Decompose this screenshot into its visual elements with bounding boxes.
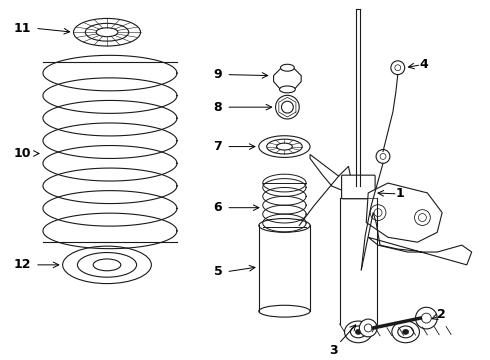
Ellipse shape	[259, 219, 310, 232]
Text: 6: 6	[214, 201, 222, 214]
Text: 8: 8	[214, 101, 222, 114]
Circle shape	[416, 307, 437, 329]
Text: 7: 7	[214, 140, 222, 153]
Ellipse shape	[344, 321, 372, 343]
Ellipse shape	[63, 246, 151, 284]
Polygon shape	[368, 237, 472, 265]
Circle shape	[395, 65, 401, 71]
Circle shape	[275, 95, 299, 119]
Circle shape	[380, 153, 386, 159]
Ellipse shape	[276, 143, 293, 150]
Circle shape	[376, 149, 390, 163]
Circle shape	[359, 319, 377, 337]
Ellipse shape	[403, 329, 409, 334]
Ellipse shape	[350, 326, 366, 338]
Circle shape	[281, 101, 294, 113]
Text: 3: 3	[329, 344, 338, 357]
Ellipse shape	[74, 18, 141, 46]
Text: 11: 11	[14, 22, 31, 35]
Ellipse shape	[93, 259, 121, 271]
Ellipse shape	[280, 64, 294, 71]
Ellipse shape	[267, 139, 302, 154]
Polygon shape	[366, 183, 442, 242]
Ellipse shape	[85, 23, 129, 41]
Circle shape	[418, 213, 426, 221]
Ellipse shape	[259, 305, 310, 317]
Text: 9: 9	[214, 68, 222, 81]
Ellipse shape	[77, 253, 137, 277]
Ellipse shape	[96, 28, 118, 37]
Ellipse shape	[392, 321, 419, 343]
Circle shape	[370, 205, 386, 221]
Text: 5: 5	[214, 265, 222, 278]
FancyBboxPatch shape	[342, 175, 375, 199]
Polygon shape	[310, 154, 351, 191]
Circle shape	[364, 324, 372, 332]
Text: 12: 12	[14, 258, 31, 271]
Ellipse shape	[355, 329, 361, 334]
Text: 4: 4	[419, 58, 428, 71]
Ellipse shape	[279, 86, 295, 93]
Ellipse shape	[398, 326, 414, 338]
Text: 2: 2	[437, 308, 446, 321]
Ellipse shape	[263, 174, 306, 192]
Polygon shape	[273, 68, 301, 89]
Ellipse shape	[259, 136, 310, 157]
Text: 1: 1	[396, 188, 405, 201]
Circle shape	[391, 61, 405, 75]
Circle shape	[415, 210, 430, 225]
Circle shape	[421, 313, 431, 323]
Text: 10: 10	[14, 147, 31, 160]
Circle shape	[374, 209, 382, 217]
